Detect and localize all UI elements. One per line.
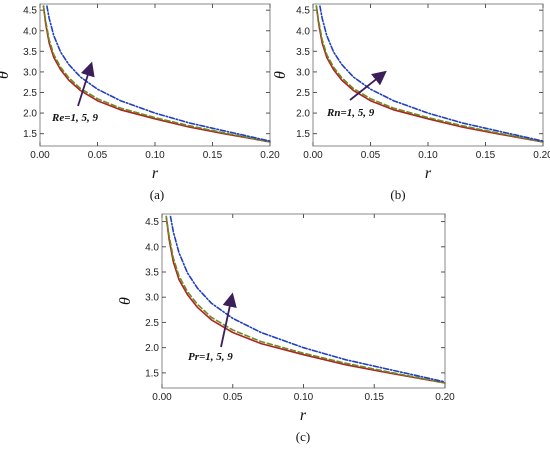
x-tick-label: 0.10 — [294, 392, 314, 403]
y-tick-label: 2.5 — [23, 88, 37, 99]
y-axis-label: θ — [0, 71, 12, 79]
y-tick-label: 4.0 — [23, 26, 37, 37]
parameter-annotation: Pr=1, 5, 9 — [188, 351, 233, 363]
x-tick-label: 0.05 — [361, 150, 381, 161]
x-tick-label: 0.20 — [435, 392, 455, 403]
chart-panel-1: 0.00 0.05 0.10 0.15 0.20 1.5 2.0 2.5 3.0 3.5 4.0 4.… — [0, 3, 280, 202]
y-tick-label: 2.5 — [145, 318, 159, 329]
trend-arrow — [349, 70, 387, 101]
series-line-1 — [42, 5, 271, 143]
panel-caption: (b) — [390, 187, 405, 202]
y-tick-label: 3.0 — [23, 67, 37, 78]
x-tick-label: 0.15 — [203, 150, 223, 161]
panel-caption: (c) — [296, 429, 310, 444]
trend-arrow — [77, 61, 95, 107]
x-axis-label: r — [425, 165, 432, 182]
y-tick-label: 1.5 — [23, 129, 37, 140]
y-tick-label: 1.5 — [296, 129, 310, 140]
x-axis-label: r — [152, 165, 159, 182]
trend-arrow — [220, 292, 237, 348]
x-tick-label: 0.10 — [145, 150, 165, 161]
series-line-2 — [315, 5, 544, 143]
series-line-2 — [42, 5, 271, 143]
series-line-2 — [165, 215, 446, 384]
y-tick-label: 3.5 — [23, 47, 37, 58]
x-tick-label: 0.15 — [365, 392, 385, 403]
y-tick-label: 4.5 — [23, 6, 37, 17]
y-tick-label: 4.0 — [145, 242, 159, 253]
x-tick-label: 0.15 — [476, 150, 496, 161]
parameter-annotation: Rn=1, 5, 9 — [326, 107, 375, 119]
x-tick-label: 0.00 — [303, 150, 323, 161]
y-tick-label: 3.5 — [296, 47, 310, 58]
series-line-3 — [46, 5, 271, 142]
x-tick-label: 0.20 — [533, 150, 550, 161]
panel-caption: (a) — [150, 187, 164, 202]
y-tick-label: 3.0 — [145, 293, 159, 304]
x-tick-label: 0.00 — [152, 392, 172, 403]
y-tick-label: 2.0 — [296, 109, 310, 120]
y-tick-label: 3.5 — [145, 268, 159, 279]
parameter-annotation: Re=1, 5, 9 — [51, 112, 98, 124]
series-line-1 — [165, 215, 446, 384]
plot-frame — [312, 3, 544, 147]
chart-panel-3: 0.00 0.05 0.10 0.15 0.20 1.5 2.0 2.5 3.0 3.5 4.0 4.… — [117, 213, 455, 444]
y-axis-label: θ — [117, 297, 134, 305]
y-tick-label: 4.5 — [145, 217, 159, 228]
y-tick-label: 3.0 — [296, 67, 310, 78]
series-line-1 — [315, 5, 544, 143]
y-tick-label: 4.0 — [296, 26, 310, 37]
series-line-3 — [169, 215, 446, 383]
plot-frame — [39, 3, 271, 147]
chart-panel-2: 0.00 0.05 0.10 0.15 0.20 1.5 2.0 2.5 3.0 3.5 4.0 4.… — [272, 3, 550, 202]
x-tick-label: 0.10 — [418, 150, 438, 161]
y-tick-label: 2.0 — [23, 109, 37, 120]
y-tick-label: 1.5 — [145, 368, 159, 379]
x-axis-label: r — [300, 407, 307, 424]
y-tick-label: 2.0 — [145, 343, 159, 354]
x-tick-label: 0.20 — [260, 150, 280, 161]
x-tick-label: 0.05 — [223, 392, 243, 403]
x-tick-label: 0.05 — [88, 150, 108, 161]
y-axis-label: θ — [272, 71, 289, 79]
series-line-3 — [319, 5, 544, 142]
y-tick-label: 4.5 — [296, 6, 310, 17]
y-tick-label: 2.5 — [296, 88, 310, 99]
x-tick-label: 0.00 — [30, 150, 50, 161]
